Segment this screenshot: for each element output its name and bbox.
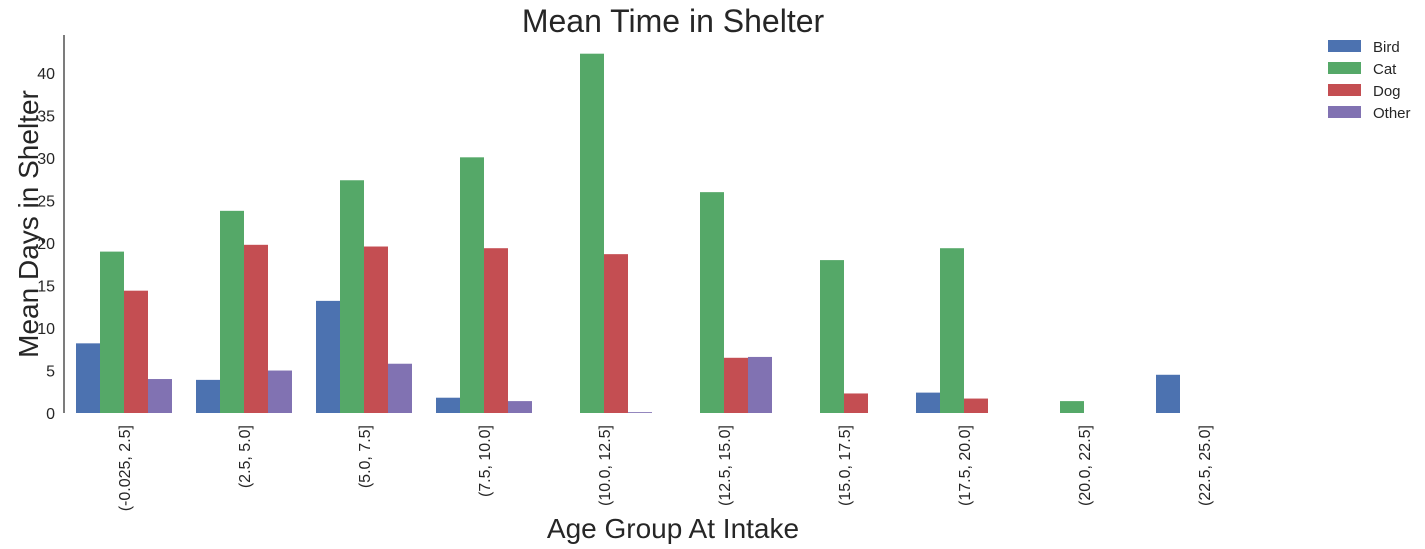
y-ticks-group: 0 5 10 15 20 25 30 35 40 [37, 66, 55, 423]
y-tick-label: 30 [37, 151, 55, 168]
legend-label: Other [1373, 105, 1411, 122]
bar-cat-4 [580, 53, 604, 413]
legend-swatch [1328, 84, 1361, 96]
bar-cat-8 [1060, 401, 1084, 413]
y-tick-label: 0 [46, 406, 55, 423]
y-tick-label: 35 [37, 109, 55, 126]
x-tick-label: (5.0, 7.5] [357, 425, 374, 488]
x-tick-label: (12.5, 15.0] [717, 425, 734, 506]
bar-cat-0 [100, 251, 124, 413]
bar-cat-6 [820, 260, 844, 413]
x-tick-label: (20.0, 22.5] [1077, 425, 1094, 506]
bar-dog-1 [244, 244, 268, 413]
legend-item-other: Other [1328, 105, 1411, 122]
x-axis-label: Age Group At Intake [547, 513, 799, 544]
bars-group [76, 53, 1180, 413]
bar-dog-5 [724, 357, 748, 413]
legend-label: Dog [1373, 83, 1401, 100]
bar-other-0 [148, 379, 172, 413]
bar-bird-1 [196, 379, 220, 413]
bar-bird-2 [316, 300, 340, 413]
bar-cat-1 [220, 210, 244, 413]
bar-other-2 [388, 363, 412, 413]
bar-cat-5 [700, 192, 724, 413]
x-tick-label: (2.5, 5.0] [237, 425, 254, 488]
bar-bird-7 [916, 392, 940, 413]
bar-other-4 [628, 412, 652, 413]
y-tick-label: 15 [37, 279, 55, 296]
legend-label: Bird [1373, 39, 1400, 56]
chart-title: Mean Time in Shelter [522, 3, 825, 39]
legend-swatch [1328, 62, 1361, 74]
x-tick-label: (7.5, 10.0] [477, 425, 494, 497]
bar-dog-2 [364, 246, 388, 413]
bar-bird-0 [76, 343, 100, 413]
legend-item-dog: Dog [1328, 83, 1401, 100]
legend-swatch [1328, 40, 1361, 52]
legend-item-bird: Bird [1328, 39, 1400, 56]
bar-bird-9 [1156, 374, 1180, 413]
bar-other-1 [268, 370, 292, 413]
x-tick-label: (17.5, 20.0] [957, 425, 974, 506]
bar-dog-0 [124, 290, 148, 413]
y-axis-label: Mean Days in Shelter [13, 90, 44, 358]
x-tick-label: (-0.025, 2.5] [117, 425, 134, 511]
y-tick-label: 5 [46, 364, 55, 381]
bar-bird-3 [436, 397, 460, 413]
y-tick-label: 40 [37, 66, 55, 83]
bar-dog-4 [604, 254, 628, 413]
bar-cat-7 [940, 248, 964, 413]
y-tick-label: 10 [37, 321, 55, 338]
bar-dog-7 [964, 398, 988, 413]
x-ticks-group: (-0.025, 2.5] (2.5, 5.0] (5.0, 7.5] (7.5, 1… [117, 425, 1214, 511]
legend-item-cat: Cat [1328, 61, 1397, 78]
bar-cat-3 [460, 157, 484, 413]
x-tick-label: (22.5, 25.0] [1197, 425, 1214, 506]
legend-label: Cat [1373, 61, 1397, 78]
bar-other-5 [748, 356, 772, 413]
legend-swatch [1328, 106, 1361, 118]
x-tick-label: (10.0, 12.5] [597, 425, 614, 506]
legend: Bird Cat Dog Other [1328, 39, 1411, 122]
x-tick-label: (15.0, 17.5] [837, 425, 854, 506]
bar-other-3 [508, 401, 532, 413]
y-tick-label: 20 [37, 236, 55, 253]
bar-cat-2 [340, 180, 364, 413]
bar-dog-6 [844, 393, 868, 413]
bar-dog-3 [484, 248, 508, 413]
y-tick-label: 25 [37, 194, 55, 211]
